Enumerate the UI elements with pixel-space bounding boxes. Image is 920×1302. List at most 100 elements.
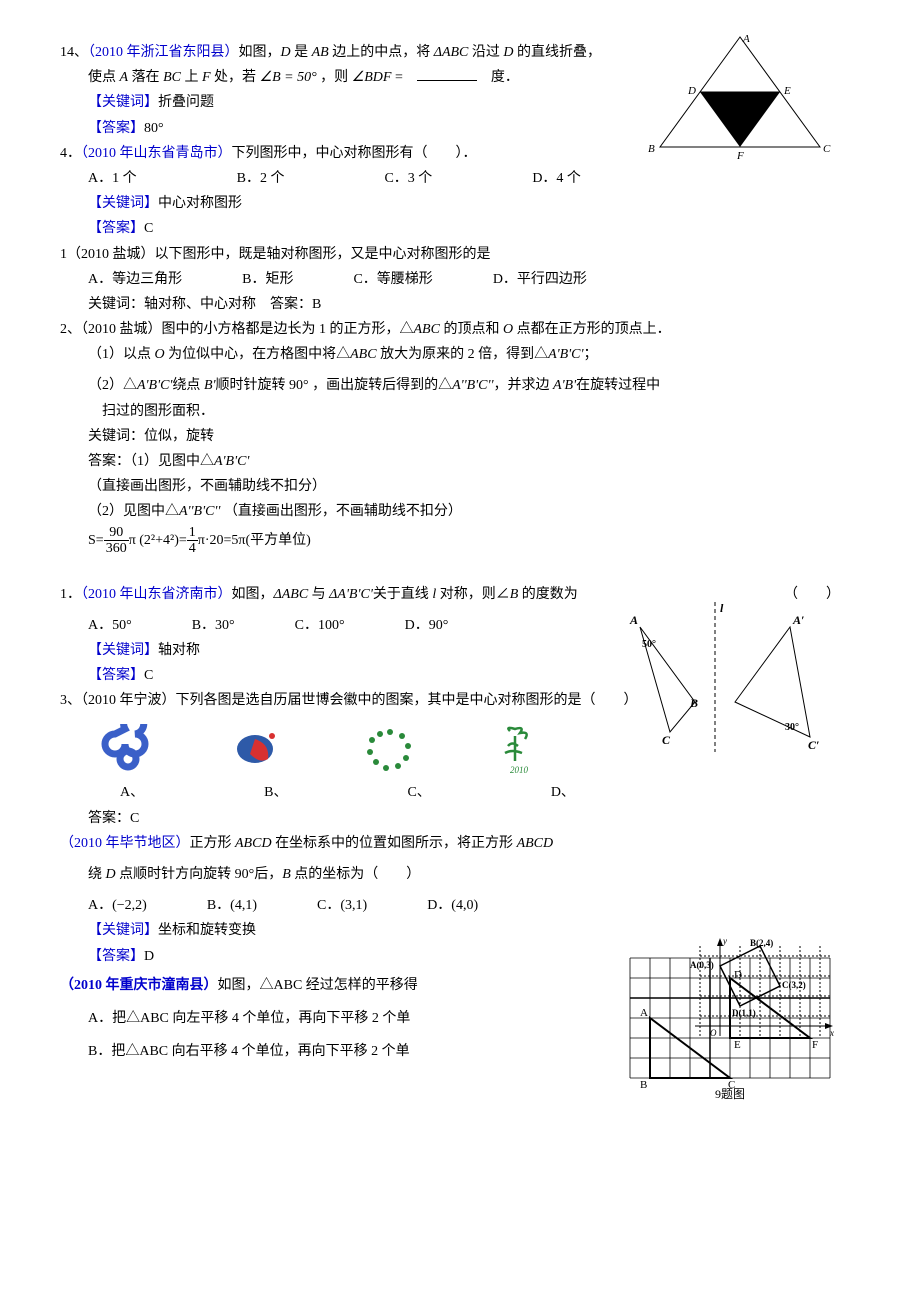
A: A、 (120, 780, 144, 805)
n: 1 (60, 247, 67, 262)
lblC: C (823, 143, 831, 155)
n: 1． (60, 587, 81, 602)
t: 后， (254, 867, 282, 882)
t: 点的坐标为（ ） (291, 867, 421, 882)
t: 为位似中心，在方格图中将△ (165, 347, 351, 362)
B: B (510, 587, 519, 602)
kwlabel: 【关键词】 (88, 95, 158, 110)
svg-text:2010: 2010 (510, 765, 529, 775)
A: A (629, 613, 638, 627)
t: 点都在正方形的顶点上． (513, 322, 671, 337)
t: 图中的小方格都是边长为 1 的正方形，△ (162, 322, 414, 337)
expo-logo-d-icon: 2010 (490, 721, 550, 776)
S: S= (88, 533, 104, 548)
t: 顺时针旋转 (215, 378, 289, 393)
oC: C．3 个 (384, 166, 432, 191)
al: 【答案】 (88, 221, 144, 236)
k: 坐标和旋转变换 (158, 923, 256, 938)
AB: AB (312, 45, 329, 60)
t: 如图， (239, 45, 281, 60)
t: 下列图形中，中心对称图形有（ ）． (232, 146, 477, 161)
t: （2）△ (88, 378, 137, 393)
q14-src: （2010 年浙江省东阳县） (88, 45, 239, 60)
a: C (144, 221, 153, 236)
qtn-figure: A B C D E F 9题图 (620, 948, 840, 1103)
p2: （2）△A'B'C'绕点 B'顺时针旋转 90° ，画出旋转后得到的△A''B'… (88, 373, 860, 398)
q4-ans: 【答案】C (88, 216, 860, 241)
oA: A．1 个 (88, 166, 137, 191)
expo-logo-b-icon (230, 724, 290, 774)
C: C、 (407, 780, 430, 805)
D: D (106, 867, 116, 882)
l2: 绕 D 点顺时针方向旋转 90°后，B 点的坐标为（ ） (88, 862, 860, 887)
kw: 关键词：轴对称、中心对称 答案：B (88, 292, 860, 317)
oB: B．2 个 (237, 166, 285, 191)
s: （2010 盐城） (81, 322, 162, 337)
num: 4． (60, 146, 81, 161)
abc3: A''B'C'' (179, 504, 220, 519)
t: 以下图形中，既是轴对称图形，又是中心对称图形的是 (155, 247, 491, 262)
B: B (640, 1079, 647, 1091)
oA: A．等边三角形 (88, 267, 182, 292)
abcd: ABCD (235, 836, 272, 851)
kw: 折叠问题 (158, 95, 214, 110)
expo-logo-a-icon (100, 724, 160, 774)
ll: l (720, 602, 724, 615)
t: ； (584, 347, 598, 362)
Ap: A′ (792, 613, 804, 627)
t: 对称，则∠ (436, 587, 510, 602)
t: （2）见图中△ (88, 504, 179, 519)
p1: （1）以点 O 为位似中心，在方格图中将△ABC 放大为原来的 2 倍，得到△A… (88, 342, 860, 367)
abc2: A'B'C' (137, 378, 172, 393)
t: 在坐标系中的位置如图所示，将正方形 (272, 836, 517, 851)
t: ，画出旋转后得到的△ (309, 378, 453, 393)
F: F (812, 1039, 818, 1051)
frac2: 14 (187, 525, 198, 557)
lblF: F (736, 150, 744, 162)
a: D (144, 949, 154, 964)
s: （2010 年重庆市潼南县） (60, 978, 218, 993)
t: 答案：（1）见图中△ (88, 454, 214, 469)
expo-logo-c-icon (360, 724, 420, 774)
t: ，则 (317, 70, 352, 85)
y: y (722, 936, 727, 946)
t: （直接画出图形，不画辅助线不扣分） (220, 504, 462, 519)
mirror-triangles-icon: l A A′ B C C′ 50° 30° (590, 602, 840, 757)
eq: S=90360π (2²+4²)=14π·20=5π(平方单位) (88, 525, 860, 557)
O: O (155, 347, 165, 362)
t: 与 (308, 587, 329, 602)
q14-num: 14、 (60, 45, 88, 60)
qtn: （2010 年重庆市潼南县）如图，△ABC 经过怎样的平移得 A．把△ABC 向… (60, 973, 860, 1065)
A: A (640, 1007, 648, 1019)
B: B、 (264, 780, 287, 805)
grid-translate-icon: A B C D E F 9题图 (620, 948, 840, 1103)
F: F (202, 70, 211, 85)
t: 如图，△ABC 经过怎样的平移得 (218, 978, 418, 993)
BC: BC (163, 70, 181, 85)
abc2: A'B'C' (214, 454, 249, 469)
frac1: 90360 (104, 525, 129, 557)
triangle-fold-icon: A B C D E F (640, 32, 840, 162)
D: D、 (551, 780, 575, 805)
a: C (144, 668, 153, 683)
t: 绕点 (172, 378, 204, 393)
D: D (281, 45, 291, 60)
q4-options: A．1 个 B．2 个 C．3 个 D．4 个 (88, 166, 860, 191)
t: 度． (491, 70, 519, 85)
s: （2010 年宁波） (81, 693, 176, 708)
oB: B．(4,1) (207, 893, 257, 918)
t: 正方形 (190, 836, 236, 851)
q4-kw: 【关键词】中心对称图形 (88, 191, 860, 216)
kl: 【关键词】 (88, 923, 158, 938)
t: 放大为原来的 2 倍，得到△ (377, 347, 549, 362)
t: 是 (291, 45, 312, 60)
opts: A．(−2,2) B．(4,1) C．(3,1) D．(4,0) (88, 893, 860, 918)
oD: D．90° (405, 613, 449, 638)
bdf: ∠BDF (352, 70, 392, 85)
a1: 答案：（1）见图中△A'B'C' (88, 449, 860, 474)
O: O (503, 322, 513, 337)
lblE: E (783, 85, 791, 97)
lblA: A (742, 33, 750, 45)
oD: D．(4,0) (427, 893, 478, 918)
d: 90° (235, 867, 255, 882)
